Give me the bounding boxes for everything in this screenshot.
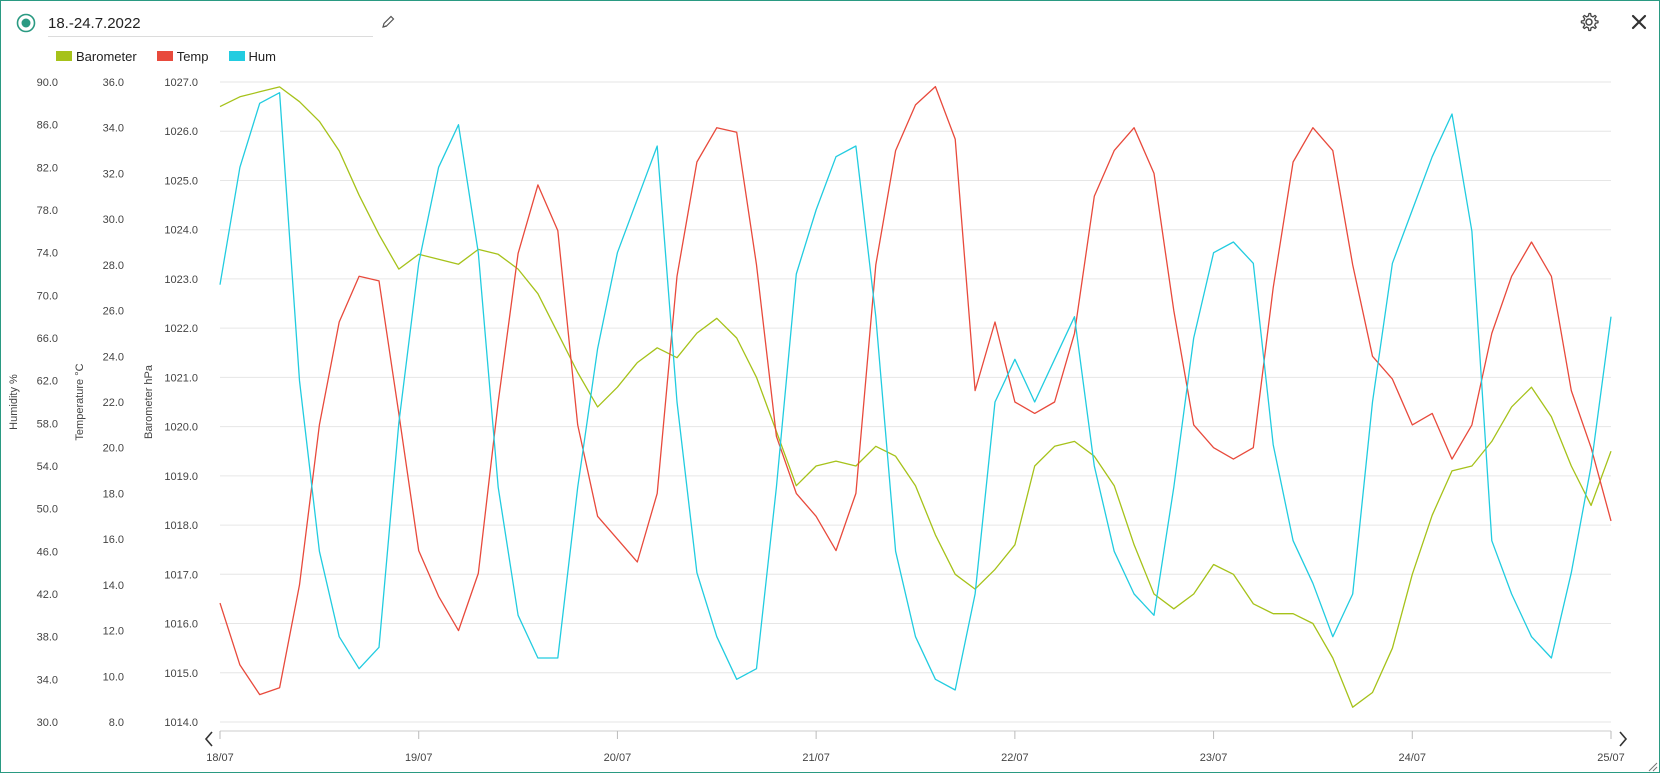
- y-tick-label-temp: 28.0: [103, 260, 124, 272]
- pencil-icon[interactable]: [380, 14, 396, 30]
- x-tick-label: 18/07: [206, 752, 234, 764]
- y-tick-label-hum: 58.0: [37, 418, 58, 430]
- y-tick-label-temp: 30.0: [103, 214, 124, 226]
- y-tick-label-hum: 50.0: [37, 504, 58, 516]
- y-tick-label-temp: 36.0: [103, 77, 124, 89]
- y-tick-label-hum: 62.0: [37, 376, 58, 388]
- y-tick-label-temp: 12.0: [103, 626, 124, 638]
- close-icon[interactable]: [1628, 11, 1650, 33]
- y-tick-label-hum: 34.0: [37, 674, 58, 686]
- y-tick-label-hum: 66.0: [37, 333, 58, 345]
- y-tick-label-temp: 22.0: [103, 397, 124, 409]
- y-tick-label-baro: 1015.0: [164, 668, 198, 680]
- x-tick-label: 20/07: [604, 752, 632, 764]
- y-tick-label-baro: 1020.0: [164, 422, 198, 434]
- y-axis-label-temp: Temperature °C: [74, 363, 86, 440]
- series-lines: [219, 85, 1612, 708]
- x-tick-label: 22/07: [1001, 752, 1029, 764]
- series-line-temp: [219, 85, 1612, 696]
- y-tick-label-temp: 8.0: [109, 717, 124, 729]
- y-axes: 30.0 34.0 38.0 42.0 46.0 50.0 54.0 58.0 62.0 66.0…: [8, 77, 198, 729]
- y-tick-label-temp: 16.0: [103, 534, 124, 546]
- y-tick-label-hum: 86.0: [37, 120, 58, 132]
- y-tick-label-baro: 1019.0: [164, 471, 198, 483]
- chart-header: [0, 0, 1662, 48]
- y-tick-label-baro: 1023.0: [164, 274, 198, 286]
- legend-swatch-hum: [228, 51, 245, 61]
- legend-item-hum[interactable]: Hum: [228, 48, 276, 64]
- chart-legend: Barometer Temp Hum: [56, 46, 296, 66]
- y-axis-label-baro: Barometer hPa: [143, 364, 155, 439]
- y-tick-label-temp: 14.0: [103, 580, 124, 592]
- y-tick-label-hum: 90.0: [37, 77, 58, 89]
- x-axis: 18/07 19/07 20/07 21/07 22/07 23/07 24/07 25/07: [206, 730, 1625, 764]
- y-tick-label-hum: 70.0: [37, 290, 58, 302]
- y-tick-label-hum: 82.0: [37, 162, 58, 174]
- y-tick-label-hum: 38.0: [37, 632, 58, 644]
- legend-label-hum: Hum: [248, 48, 276, 64]
- y-tick-label-hum: 78.0: [37, 205, 58, 217]
- y-tick-label-hum: 30.0: [37, 717, 58, 729]
- y-tick-label-baro: 1027.0: [164, 77, 198, 89]
- legend-label-barometer: Barometer: [76, 48, 137, 64]
- y-tick-label-baro: 1021.0: [164, 372, 198, 384]
- y-tick-label-baro: 1016.0: [164, 619, 198, 631]
- legend-item-temp[interactable]: Temp: [156, 48, 209, 64]
- y-tick-label-hum: 54.0: [37, 461, 58, 473]
- y-tick-label-baro: 1018.0: [164, 520, 198, 532]
- y-tick-label-baro: 1024.0: [164, 225, 198, 237]
- grid-lines: [220, 81, 1611, 723]
- x-tick-label: 24/07: [1399, 752, 1427, 764]
- legend-item-barometer[interactable]: Barometer: [56, 49, 137, 64]
- series-line-barometer: [219, 86, 1612, 708]
- y-tick-label-baro: 1025.0: [164, 175, 198, 187]
- legend-label-temp: Temp: [176, 48, 209, 64]
- y-tick-label-baro: 1026.0: [164, 126, 198, 138]
- radio-selected-icon[interactable]: [16, 13, 36, 33]
- y-tick-label-baro: 1022.0: [164, 323, 198, 335]
- y-tick-label-baro: 1017.0: [164, 569, 198, 581]
- x-tick-label: 25/07: [1597, 752, 1625, 764]
- y-tick-label-temp: 24.0: [103, 351, 124, 363]
- x-tick-label: 21/07: [802, 752, 830, 764]
- gear-icon[interactable]: [1578, 11, 1600, 33]
- chart-title-input[interactable]: [48, 10, 373, 37]
- y-tick-label-temp: 20.0: [103, 443, 124, 455]
- y-tick-label-temp: 18.0: [103, 488, 124, 500]
- legend-swatch-temp: [156, 51, 173, 61]
- y-tick-label-hum: 74.0: [37, 248, 58, 260]
- y-axis-label-hum: Humidity %: [8, 374, 20, 430]
- legend-swatch-barometer: [56, 51, 72, 61]
- x-tick-label: 19/07: [405, 752, 433, 764]
- y-tick-label-temp: 26.0: [103, 306, 124, 318]
- scroll-right-arrow-icon[interactable]: [1619, 731, 1628, 747]
- y-tick-label-temp: 10.0: [103, 671, 124, 683]
- x-tick-label: 23/07: [1200, 752, 1228, 764]
- series-line-hum: [219, 92, 1612, 691]
- y-tick-label-temp: 34.0: [103, 123, 124, 135]
- y-tick-label-hum: 46.0: [37, 546, 58, 558]
- y-tick-label-hum: 42.0: [37, 589, 58, 601]
- scroll-left-arrow-icon[interactable]: [204, 731, 213, 747]
- resize-handle-icon[interactable]: [1646, 760, 1658, 772]
- y-tick-label-baro: 1014.0: [164, 717, 198, 729]
- y-tick-label-temp: 32.0: [103, 168, 124, 180]
